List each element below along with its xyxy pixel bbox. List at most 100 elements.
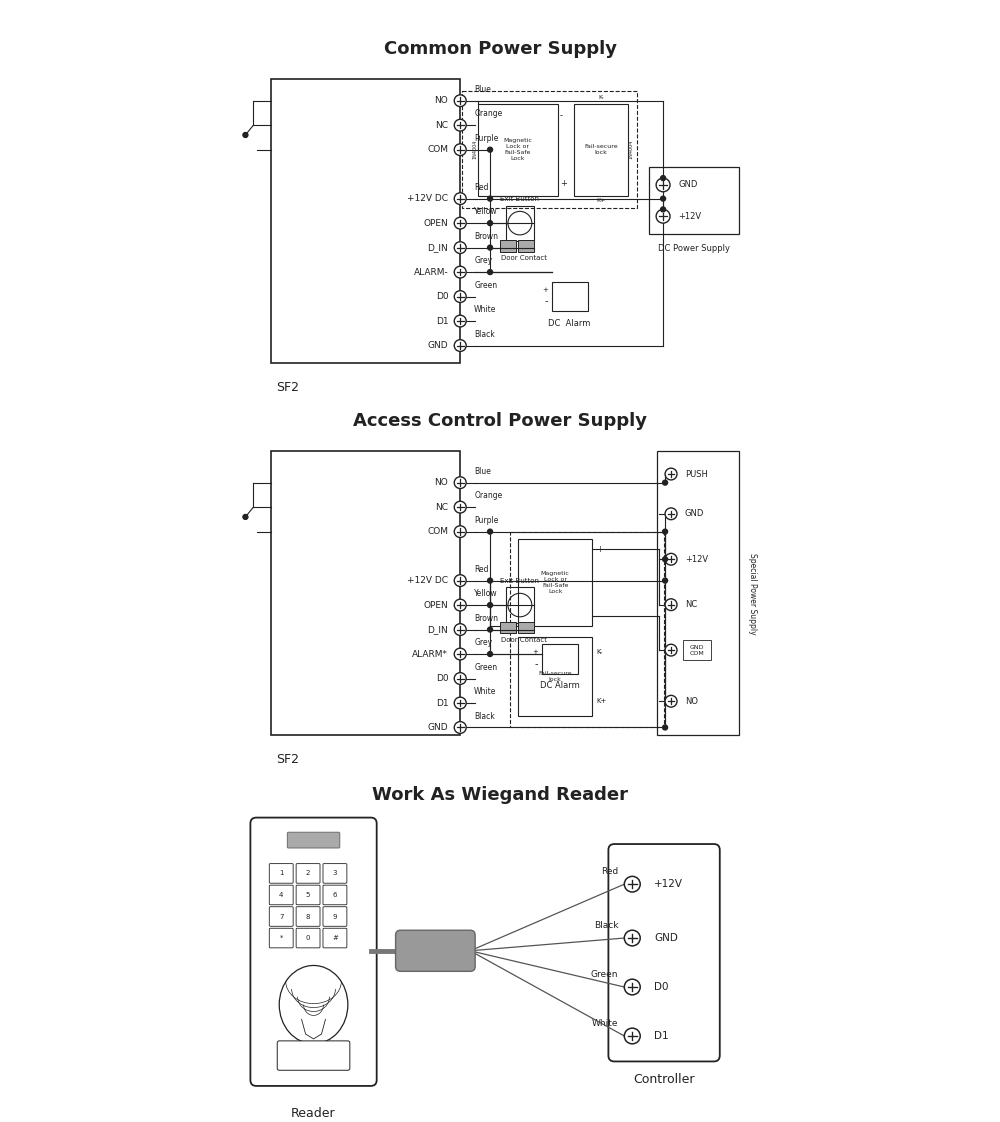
Circle shape	[454, 218, 466, 229]
Circle shape	[488, 652, 493, 656]
Text: +12V DC: +12V DC	[407, 194, 448, 203]
Text: Blue: Blue	[474, 85, 491, 94]
Text: K-: K-	[596, 650, 603, 655]
Text: Grey: Grey	[474, 638, 492, 647]
Text: GND: GND	[685, 509, 704, 518]
Circle shape	[454, 119, 466, 131]
Text: Controller: Controller	[633, 1074, 695, 1086]
Bar	[518, 622, 534, 634]
Circle shape	[454, 599, 466, 611]
Text: 1N4004: 1N4004	[473, 140, 478, 159]
Text: Orange: Orange	[474, 491, 502, 500]
FancyBboxPatch shape	[269, 907, 293, 927]
Circle shape	[488, 246, 493, 250]
Circle shape	[454, 241, 466, 254]
Circle shape	[624, 1028, 640, 1043]
Text: NC: NC	[685, 600, 697, 609]
Circle shape	[243, 515, 248, 519]
Circle shape	[454, 315, 466, 327]
Circle shape	[488, 221, 493, 226]
Text: -: -	[544, 296, 548, 306]
FancyBboxPatch shape	[269, 928, 293, 948]
Text: DC  Alarm: DC Alarm	[548, 319, 591, 328]
Circle shape	[488, 196, 493, 201]
Text: 1N4004: 1N4004	[629, 140, 634, 159]
FancyBboxPatch shape	[287, 833, 340, 848]
Text: +: +	[542, 287, 548, 293]
Text: Fail-secure
lock: Fail-secure lock	[584, 145, 618, 155]
Text: Yellow: Yellow	[474, 208, 498, 217]
FancyBboxPatch shape	[296, 864, 320, 883]
Bar	[657, 451, 739, 735]
Text: Door Contact: Door Contact	[501, 637, 547, 643]
Text: OPEN: OPEN	[424, 219, 448, 228]
Text: #: #	[332, 935, 338, 941]
Circle shape	[656, 178, 670, 192]
Text: Access Control Power Supply: Access Control Power Supply	[353, 412, 647, 430]
Circle shape	[488, 603, 493, 607]
Circle shape	[454, 574, 466, 587]
Text: Red: Red	[474, 183, 489, 192]
FancyBboxPatch shape	[323, 864, 347, 883]
Circle shape	[661, 176, 666, 181]
Circle shape	[454, 502, 466, 513]
Text: Common Power Supply: Common Power Supply	[384, 40, 616, 58]
Text: Purple: Purple	[474, 134, 499, 142]
Text: -: -	[534, 659, 538, 669]
FancyBboxPatch shape	[250, 818, 377, 1086]
Text: +12V DC: +12V DC	[407, 576, 448, 585]
Circle shape	[661, 196, 666, 201]
Bar	[478, 103, 558, 195]
Text: +12V: +12V	[654, 880, 683, 890]
FancyBboxPatch shape	[296, 928, 320, 948]
Text: Exit Button: Exit Button	[500, 578, 539, 583]
Text: Magnetic
Lock or
Fail-Safe
Lock: Magnetic Lock or Fail-Safe Lock	[503, 138, 532, 160]
Text: NO: NO	[435, 478, 448, 487]
Circle shape	[488, 627, 493, 632]
FancyBboxPatch shape	[296, 885, 320, 904]
Text: Black: Black	[474, 330, 495, 339]
Circle shape	[665, 599, 677, 610]
Text: Door Contact: Door Contact	[501, 256, 547, 261]
FancyBboxPatch shape	[296, 907, 320, 927]
Circle shape	[454, 193, 466, 204]
Text: 2: 2	[306, 871, 310, 876]
Bar	[542, 644, 578, 673]
Text: Brown: Brown	[474, 614, 498, 623]
Text: Reader: Reader	[291, 1107, 336, 1121]
Text: COM: COM	[427, 527, 448, 536]
FancyBboxPatch shape	[608, 844, 720, 1061]
Circle shape	[488, 578, 493, 583]
Circle shape	[454, 95, 466, 107]
FancyBboxPatch shape	[323, 928, 347, 948]
Text: Brown: Brown	[474, 232, 498, 241]
Circle shape	[665, 553, 677, 565]
Text: Red: Red	[474, 564, 489, 573]
Bar	[500, 240, 516, 251]
Text: SF2: SF2	[276, 753, 299, 766]
Text: COM: COM	[427, 145, 448, 154]
Text: -: -	[560, 111, 563, 120]
Bar	[552, 282, 588, 311]
Text: Grey: Grey	[474, 256, 492, 265]
Text: 4: 4	[279, 892, 283, 898]
Circle shape	[663, 557, 668, 562]
Circle shape	[454, 291, 466, 303]
Circle shape	[488, 147, 493, 153]
Ellipse shape	[279, 965, 348, 1043]
Bar	[649, 167, 739, 233]
Circle shape	[663, 530, 668, 534]
Text: GND: GND	[428, 723, 448, 732]
Circle shape	[665, 468, 677, 480]
Bar	[510, 532, 664, 727]
Text: Red: Red	[601, 867, 618, 876]
Text: Exit Button: Exit Button	[500, 195, 539, 202]
Bar	[518, 637, 592, 716]
Text: *: *	[280, 935, 283, 941]
Bar	[462, 91, 637, 209]
FancyBboxPatch shape	[323, 907, 347, 927]
Circle shape	[243, 132, 248, 137]
Text: White: White	[592, 1019, 618, 1028]
Text: DC Alarm: DC Alarm	[540, 681, 580, 690]
Text: K+: K+	[596, 197, 606, 203]
